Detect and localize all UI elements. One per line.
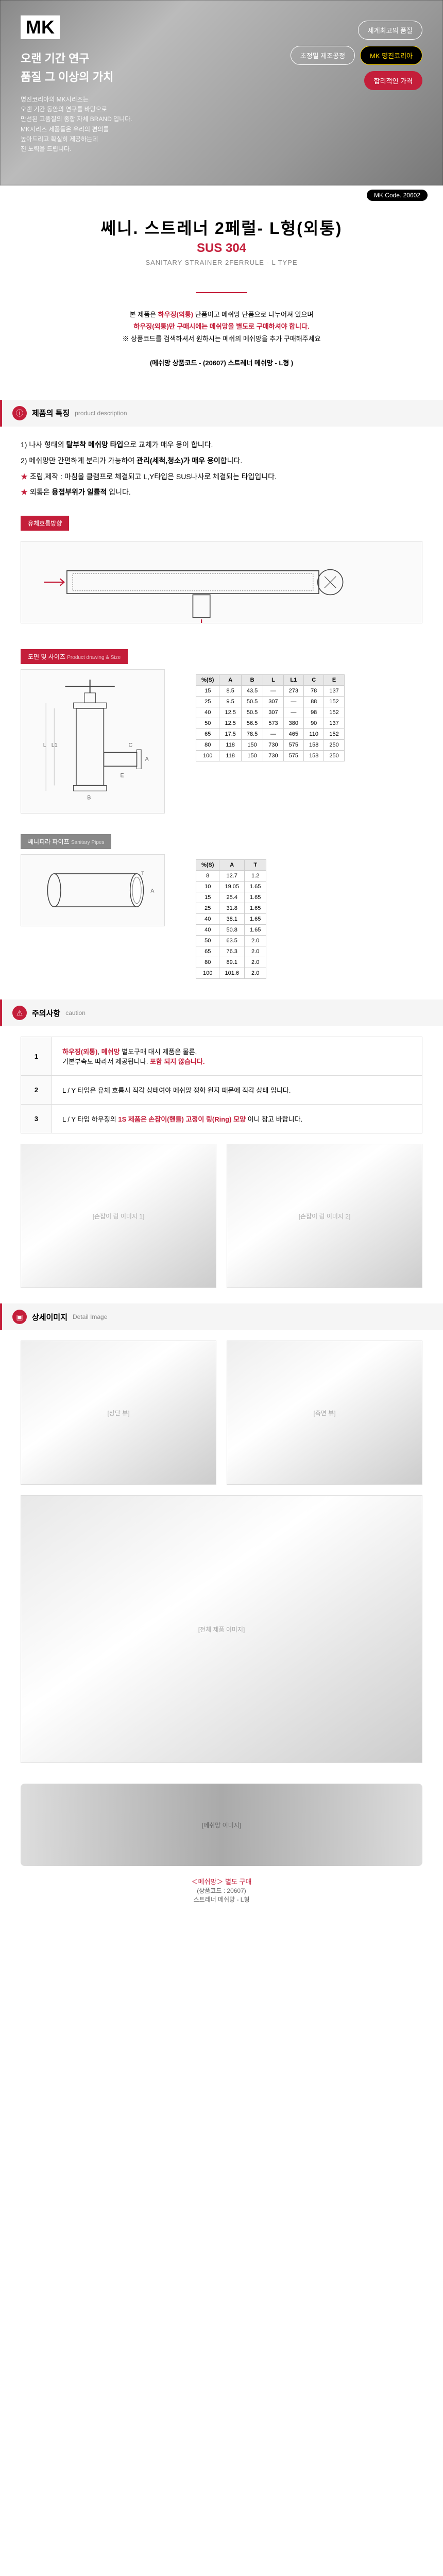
image-icon: ▣	[12, 1310, 27, 1324]
pipe-row: 812.71.2	[196, 871, 266, 882]
flow-label: 유체흐름방향	[21, 516, 69, 531]
pipe-row: 6576.32.0	[196, 946, 266, 957]
detail-title-kr: 상세이미지	[32, 1312, 67, 1323]
svg-text:B: B	[87, 794, 91, 801]
pipe-row: 5063.52.0	[196, 936, 266, 946]
warning-icon: ⚠	[12, 1006, 27, 1020]
mesh-note-main: ＜메쉬망＞ 별도 구매	[0, 1876, 443, 1886]
title-material: SUS 304	[0, 241, 443, 256]
brand-logo: MK	[21, 15, 60, 39]
detail-image-side: [측면 뷰]	[227, 1341, 422, 1485]
product-code: MK Code. 20602	[367, 190, 428, 201]
feature-list: 1) 나사 형태의 탈부착 메쉬망 타입으로 교체가 매우 용이 합니다. 2)…	[0, 437, 443, 500]
pipe-row: 100101.62.0	[196, 968, 266, 979]
spec-row: 5012.556.557338090137	[196, 718, 345, 729]
title-english: SANITARY STRAINER 2FERRULE - L TYPE	[0, 259, 443, 266]
pipe-drawing-row: A T %(S)AT 812.71.21019.051.651525.41.65…	[21, 854, 422, 984]
section-title-kr: 제품의 특징	[32, 408, 70, 418]
main-spec-table: %(S)ABLL1CE 158.543.5—27378137259.550.53…	[196, 674, 345, 761]
badge-precision: 초정밀 제조공정	[291, 46, 355, 65]
mesh-note-code: (상품코드 : 20607)	[0, 1886, 443, 1895]
spec-row: 6517.578.5—465110152	[196, 729, 345, 740]
notice-block: 본 제품은 하우징(외통) 단품이고 메쉬망 단품으로 나누어져 있으며 하우징…	[0, 303, 443, 384]
sanitary-label: 쎄니피라 파이프 Sanitary Pipes	[21, 834, 111, 849]
detail-image-large: [전체 제품 이미지]	[21, 1495, 422, 1763]
mesh-note-name: 스트레너 메쉬망 - L형	[0, 1895, 443, 1904]
section-detail: ▣ 상세이미지 Detail Image	[0, 1303, 443, 1330]
svg-text:C: C	[129, 742, 133, 749]
caution-title-en: caution	[65, 1009, 86, 1016]
section-title-en: product description	[75, 410, 127, 417]
pipe-spec-table: %(S)AT 812.71.21019.051.651525.41.652531…	[196, 859, 266, 979]
spec-row: 4012.550.5307—98152	[196, 707, 345, 718]
caution-row: 1 하우징(외통), 메쉬망 별도구매 대시 제품은 물론,기본부속도 따라서 …	[21, 1037, 422, 1076]
svg-text:A: A	[150, 888, 155, 894]
caution-row: 3 L / Y 타입 하우징의 1S 제품은 손잡이(핸들) 고정이 링(Rin…	[21, 1105, 422, 1133]
detail-image-top: [상단 뷰]	[21, 1341, 216, 1485]
drawing-row: L L1 E A B C %(S)ABLL1CE 158.543.5—27378…	[21, 669, 422, 814]
spec-row: 80118150730575158250	[196, 740, 345, 751]
caution-images: [손잡이 링 이미지 1] [손잡이 링 이미지 2]	[21, 1144, 422, 1288]
pipe-row: 4038.11.65	[196, 914, 266, 925]
svg-text:T: T	[141, 871, 144, 876]
detail-images-row: [상단 뷰] [측면 뷰]	[21, 1341, 422, 1485]
ring-handle-image-1: [손잡이 링 이미지 1]	[21, 1144, 216, 1288]
caution-table: 1 하우징(외통), 메쉬망 별도구매 대시 제품은 물론,기본부속도 따라서 …	[21, 1037, 422, 1133]
pipe-row: 1525.41.65	[196, 892, 266, 903]
svg-text:A: A	[145, 756, 149, 762]
hero-banner: MK 오랜 기간 연구 품질 그 이상의 가치 명진코리아의 MK시리즈는 오랜…	[0, 0, 443, 185]
ring-handle-image-2: [손잡이 링 이미지 2]	[227, 1144, 422, 1288]
title-block: 쎄니. 스트레너 2페럴- L형(외통) SUS 304 SANITARY ST…	[0, 205, 443, 282]
mesh-image: [메쉬망 이미지]	[21, 1784, 422, 1866]
pipe-row: 2531.81.65	[196, 903, 266, 914]
spec-row: 259.550.5307—88152	[196, 697, 345, 707]
spec-row: 100118150730575158250	[196, 751, 345, 761]
caution-title-kr: 주의사항	[32, 1008, 60, 1019]
caution-row: 2 L / Y 타입은 유체 흐름시 직각 상태여야 메쉬망 정화 원지 때문에…	[21, 1076, 422, 1105]
info-icon: ⓘ	[12, 406, 27, 420]
section-caution: ⚠ 주의사항 caution	[0, 999, 443, 1026]
spec-row: 158.543.5—27378137	[196, 686, 345, 697]
svg-text:E: E	[120, 773, 124, 779]
drawing-label: 도면 및 사이즈 Product drawing & Size	[21, 649, 128, 664]
divider	[196, 292, 247, 293]
product-drawing: L L1 E A B C	[21, 669, 165, 814]
pipe-row: 1019.051.65	[196, 882, 266, 892]
badge-price: 합리적인 가격	[364, 71, 422, 90]
flow-diagram	[21, 541, 422, 623]
title-main: 쎄니. 스트레너 2페럴- L형(외통)	[0, 215, 443, 239]
badge-quality: 세계최고의 품질	[358, 21, 422, 40]
pipe-row: 8089.12.0	[196, 957, 266, 968]
pipe-drawing: A T	[21, 854, 165, 926]
product-code-bar: MK Code. 20602	[0, 185, 443, 205]
badge-brand: MK 명진코리아	[360, 46, 422, 65]
flow-diagram-box	[21, 541, 422, 623]
pipe-row: 4050.81.65	[196, 925, 266, 936]
badge-group: 세계최고의 품질 초정밀 제조공정 MK 명진코리아 합리적인 가격	[291, 21, 422, 90]
hero-description: 명진코리아의 MK시리즈는 오랜 기간 동안의 연구를 바탕으로 만선된 고품질…	[21, 95, 422, 154]
section-features: ⓘ 제품의 특징 product description	[0, 400, 443, 427]
mesh-note: ＜메쉬망＞ 별도 구매 (상품코드 : 20607) 스트레너 메쉬망 - L형	[0, 1876, 443, 1935]
svg-text:L1: L1	[52, 742, 58, 749]
detail-title-en: Detail Image	[73, 1313, 107, 1320]
mesh-code-info: (메쉬망 상품코드 - (20607) 스트레너 메쉬망 - L형 )	[31, 357, 412, 369]
